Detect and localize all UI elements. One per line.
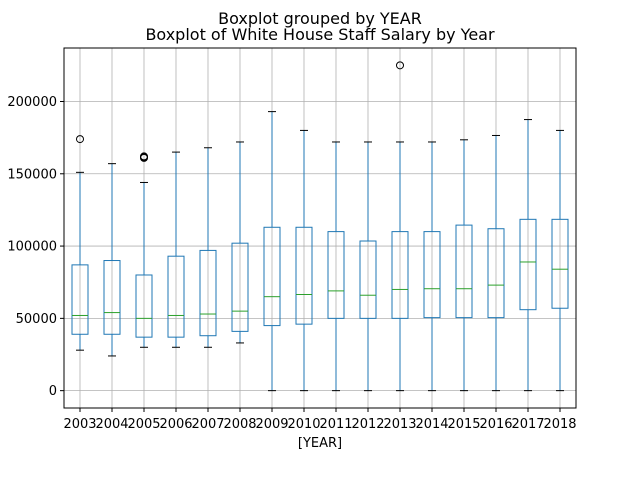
y-axis: 0 50000 100000 150000 200000 (7, 95, 64, 399)
box-2014 (423, 141, 441, 392)
plot-area-frame (63, 47, 577, 409)
box-2015 (455, 139, 473, 392)
x-axis: 2003200420052006200720082009201020112012… (63, 408, 577, 432)
x-tick-label: 2012 (351, 417, 384, 432)
box-2010 (295, 129, 313, 392)
box-layer (71, 61, 569, 392)
box-2017 (519, 119, 537, 392)
iqr-box (519, 218, 537, 311)
box-2016 (487, 134, 505, 392)
x-tick-label: 2015 (447, 417, 480, 432)
y-tick-label: 200000 (7, 95, 57, 110)
x-tick-label: 2004 (95, 417, 128, 432)
x-tick-label: 2010 (287, 417, 320, 432)
x-tick-label: 2016 (479, 417, 512, 432)
box-2009 (263, 111, 281, 392)
iqr-box (71, 264, 89, 335)
outlier-point (396, 61, 404, 70)
x-tick-label: 2013 (383, 417, 416, 432)
box-2018 (551, 129, 569, 392)
y-tick-label: 100000 (7, 240, 57, 255)
box-2007 (199, 147, 217, 348)
iqr-box (551, 218, 569, 309)
outlier-point (76, 135, 84, 144)
y-tick-label: 50000 (16, 312, 57, 327)
iqr-box (487, 228, 505, 319)
iqr-box (359, 240, 377, 319)
box-2005 (135, 152, 153, 348)
box-2006 (167, 151, 185, 348)
x-tick-label: 2005 (127, 417, 160, 432)
y-tick-label: 0 (49, 384, 57, 399)
x-tick-label: 2007 (191, 417, 224, 432)
y-tick-label: 150000 (7, 167, 57, 182)
iqr-box (295, 226, 313, 325)
box-2008 (231, 141, 249, 344)
iqr-box (103, 260, 121, 335)
iqr-box (199, 249, 217, 337)
x-tick-label: 2018 (543, 417, 576, 432)
box-2013 (391, 61, 409, 392)
x-tick-label: 2014 (415, 417, 448, 432)
x-tick-label: 2003 (63, 417, 96, 432)
iqr-box (263, 226, 281, 327)
chart-title: Boxplot of White House Staff Salary by Y… (145, 25, 495, 44)
box-2003 (71, 135, 89, 351)
iqr-box (231, 242, 249, 332)
x-axis-label: [YEAR] (298, 436, 342, 451)
outlier-point (140, 152, 148, 161)
box-2011 (327, 141, 345, 392)
box-2012 (359, 141, 377, 392)
chart-suptitle: Boxplot grouped by YEAR (218, 9, 422, 28)
x-tick-label: 2011 (319, 417, 352, 432)
iqr-box (167, 255, 185, 338)
iqr-box (327, 231, 345, 319)
box-2004 (103, 163, 121, 357)
x-tick-label: 2017 (511, 417, 544, 432)
iqr-box (135, 274, 153, 338)
iqr-box (391, 231, 409, 319)
x-tick-label: 2006 (159, 417, 192, 432)
x-tick-label: 2009 (255, 417, 288, 432)
x-tick-label: 2008 (223, 417, 256, 432)
iqr-box (455, 224, 473, 319)
iqr-box (423, 231, 441, 319)
